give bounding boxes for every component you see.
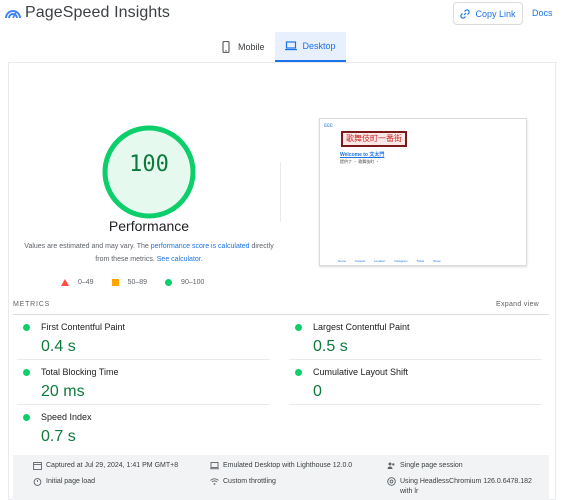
metrics-divider xyxy=(13,314,549,315)
browser-version: Using HeadlessChromium 126.0.6478.182 wit… xyxy=(387,477,532,497)
session-type: Single page session xyxy=(387,461,463,471)
thumb-footer-links: Home Contact Location Instagram Ticket S… xyxy=(338,259,441,263)
session-type-text: Single page session xyxy=(400,462,463,469)
metric-name: Cumulative Layout Shift xyxy=(313,367,409,377)
green-circle-icon xyxy=(165,278,173,286)
smartphone-icon xyxy=(222,41,230,53)
captured-at: Captured at Jul 29, 2024, 1:41 PM GMT+8 xyxy=(33,461,178,471)
docs-link[interactable]: Docs xyxy=(532,8,553,18)
metric-value: 0.7 s xyxy=(41,428,76,445)
laptop-icon xyxy=(284,41,297,51)
score-description: Values are estimated and may vary. The p… xyxy=(17,240,281,266)
wifi-icon xyxy=(210,478,219,485)
metric-value: 0.5 s xyxy=(313,338,348,355)
metric-value: 0.4 s xyxy=(41,338,76,355)
laptop-icon xyxy=(210,462,219,470)
metric-divider xyxy=(17,404,269,405)
metric-fcp[interactable]: First Contentful Paint 0.4 s xyxy=(13,315,269,360)
red-triangle-icon xyxy=(61,278,69,286)
throttling-text: Custom throttling xyxy=(223,478,276,485)
run-info-panel: Captured at Jul 29, 2024, 1:41 PM GMT+8 … xyxy=(13,455,549,500)
metric-name: Largest Contentful Paint xyxy=(313,322,410,332)
browser-version-text: Using HeadlessChromium 126.0.6478.182 wit… xyxy=(400,477,532,497)
emulated-device: Emulated Desktop with Lighthouse 12.0.0 xyxy=(210,461,352,471)
thumb-sign: 歌舞伎町一番街 xyxy=(341,131,407,147)
link-icon xyxy=(460,8,471,19)
copy-link-label: Copy Link xyxy=(475,8,516,19)
metric-cls[interactable]: Cumulative Layout Shift 0 xyxy=(285,360,541,405)
pagespeed-logo-icon xyxy=(5,10,21,19)
tab-mobile-label: Mobile xyxy=(238,42,265,52)
legend-average: 50–89 xyxy=(111,278,148,286)
metric-value: 20 ms xyxy=(41,383,85,400)
metric-divider xyxy=(17,359,269,360)
vertical-divider xyxy=(280,162,281,222)
people-icon xyxy=(387,462,395,469)
performance-score: 100 xyxy=(129,152,169,177)
metric-name: First Contentful Paint xyxy=(41,322,126,332)
legend-fail: 0–49 xyxy=(61,278,94,286)
thumb-header-text: ඞඞඞ xyxy=(324,123,333,128)
category-title: Performance xyxy=(108,218,190,234)
orange-square-icon xyxy=(111,278,119,286)
desc-text-2: directly from these metrics. xyxy=(95,243,274,263)
metric-divider xyxy=(289,359,541,360)
score-gauge xyxy=(102,125,196,219)
report-card: 100 Performance Values are estimated and… xyxy=(8,62,557,500)
initial-page-load: Initial page load xyxy=(33,477,95,487)
legend-pass: 90–100 xyxy=(165,278,205,286)
metric-lcp[interactable]: Largest Contentful Paint 0.5 s xyxy=(285,315,541,360)
legend-fail-range: 0–49 xyxy=(78,278,94,286)
browser-line-1: Using HeadlessChromium 126.0.6478.182 xyxy=(400,478,532,485)
calendar-icon xyxy=(33,462,42,470)
desc-text-1: Values are estimated and may vary. The xyxy=(24,243,151,250)
metric-tbt[interactable]: Total Blocking Time 20 ms xyxy=(13,360,269,405)
emulated-device-text: Emulated Desktop with Lighthouse 12.0.0 xyxy=(223,462,353,469)
expand-view-button[interactable]: Expand view xyxy=(496,301,539,308)
copy-link-button[interactable]: Copy Link xyxy=(453,2,523,25)
pass-circle-icon xyxy=(295,324,302,331)
browser-line-2: with lr xyxy=(400,488,419,495)
final-screenshot[interactable]: ඞඞඞ 歌舞伎町一番街 Welcome to 文太門 提供ナ ・ 歌舞伎町 ・ … xyxy=(319,118,527,266)
throttling: Custom throttling xyxy=(210,477,276,487)
metrics-heading: METRICS xyxy=(13,301,51,308)
pass-circle-icon xyxy=(23,369,30,376)
initial-page-load-text: Initial page load xyxy=(46,478,96,485)
tab-desktop-label: Desktop xyxy=(302,41,336,51)
tab-desktop[interactable]: Desktop xyxy=(274,32,346,62)
metric-name: Speed Index xyxy=(41,412,92,422)
legend-pass-range: 90–100 xyxy=(181,278,205,286)
metric-divider xyxy=(289,404,541,405)
pass-circle-icon xyxy=(23,414,30,421)
top-bar: PageSpeed Insights Copy Link Docs xyxy=(0,0,566,30)
device-tabs: Mobile Desktop xyxy=(210,32,346,62)
thumb-body-text: 提供ナ ・ 歌舞伎町 ・ xyxy=(340,159,380,164)
captured-at-text: Captured at Jul 29, 2024, 1:41 PM GMT+8 xyxy=(46,462,179,469)
metric-speed-index[interactable]: Speed Index 0.7 s xyxy=(13,405,269,450)
metric-name: Total Blocking Time xyxy=(41,367,119,377)
pass-circle-icon xyxy=(295,369,302,376)
tab-mobile[interactable]: Mobile xyxy=(210,32,275,62)
score-calculation-link[interactable]: performance score is calculated xyxy=(150,243,250,250)
metric-value: 0 xyxy=(313,383,322,400)
thumb-link: Welcome to 文太門 xyxy=(340,152,385,158)
calculator-link[interactable]: See calculator. xyxy=(156,256,203,263)
app-title[interactable]: PageSpeed Insights xyxy=(25,4,171,21)
legend-average-range: 50–89 xyxy=(127,278,148,286)
card-divider xyxy=(9,62,557,63)
chrome-icon xyxy=(387,477,396,486)
pass-circle-icon xyxy=(23,324,30,331)
score-legend: 0–49 50–89 90–100 xyxy=(61,276,204,288)
timer-icon xyxy=(33,478,42,486)
